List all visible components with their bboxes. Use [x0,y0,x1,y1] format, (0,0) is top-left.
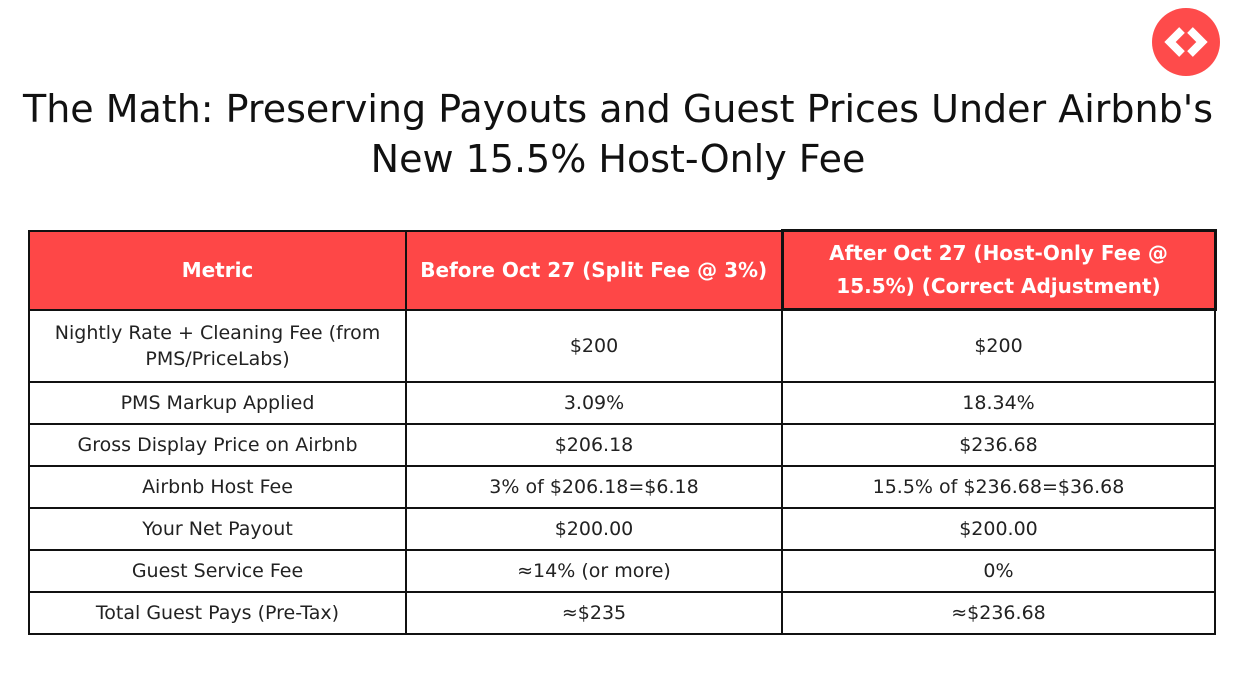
logo [1152,8,1220,76]
cell-metric: Nightly Rate + Cleaning Fee (from PMS/Pr… [28,308,407,383]
cell-before: ≈$235 [405,591,783,635]
table-row: Total Guest Pays (Pre-Tax) ≈$235 ≈$236.68 [28,591,1216,635]
cell-after: $200.00 [781,507,1216,551]
cell-before: 3% of $206.18=$6.18 [405,465,783,509]
page-title: The Math: Preserving Payouts and Guest P… [22,87,1213,181]
table-row: Airbnb Host Fee 3% of $206.18=$6.18 15.5% … [28,465,1216,509]
cell-after: 18.34% [781,381,1216,425]
cell-before: $206.18 [405,423,783,467]
cell-metric: PMS Markup Applied [28,381,407,425]
cell-after: $200 [781,308,1216,383]
table-row: Your Net Payout $200.00 $200.00 [28,507,1216,551]
cell-metric: Airbnb Host Fee [28,465,407,509]
cell-after: 0% [781,549,1216,593]
cell-metric: Gross Display Price on Airbnb [28,423,407,467]
table-header-row: Metric Before Oct 27 (Split Fee @ 3%) Af… [28,229,1217,311]
header-before: Before Oct 27 (Split Fee @ 3%) [405,229,783,311]
header-metric: Metric [28,229,407,311]
cell-metric: Guest Service Fee [28,549,407,593]
cell-after: 15.5% of $236.68=$36.68 [781,465,1216,509]
cell-before: $200 [405,308,783,383]
comparison-table: Metric Before Oct 27 (Split Fee @ 3%) Af… [28,229,1217,635]
cell-metric: Total Guest Pays (Pre-Tax) [28,591,407,635]
header-after: After Oct 27 (Host-Only Fee @ 15.5%) (Co… [780,229,1217,311]
cell-before: $200.00 [405,507,783,551]
code-brackets-icon [1164,27,1208,57]
table-row: Guest Service Fee ≈14% (or more) 0% [28,549,1216,593]
table-row: Nightly Rate + Cleaning Fee (from PMS/Pr… [28,308,1216,383]
cell-after: ≈$236.68 [781,591,1216,635]
cell-after: $236.68 [781,423,1216,467]
table-row: Gross Display Price on Airbnb $206.18 $236… [28,423,1216,467]
cell-before: ≈14% (or more) [405,549,783,593]
cell-before: 3.09% [405,381,783,425]
table-row: PMS Markup Applied 3.09% 18.34% [28,381,1216,425]
cell-metric: Your Net Payout [28,507,407,551]
